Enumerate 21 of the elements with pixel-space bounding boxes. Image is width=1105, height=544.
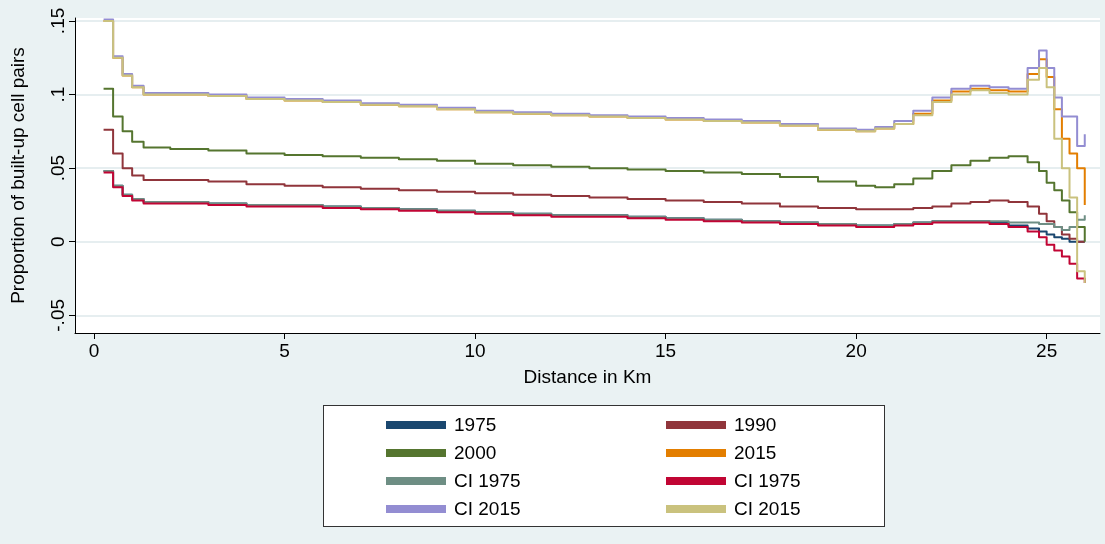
x-tick-label: 5 bbox=[279, 340, 290, 361]
y-tick-label: -.05 bbox=[47, 298, 68, 332]
legend-label: CI 2015 bbox=[454, 498, 521, 520]
y-tick-label: .05 bbox=[47, 154, 68, 182]
y-axis-title: Proportion of built-up cell pairs bbox=[7, 47, 28, 304]
legend-label: CI 1975 bbox=[454, 470, 521, 492]
x-axis-title: Distance in Km bbox=[523, 366, 652, 387]
y-tick-label: 0 bbox=[47, 236, 68, 248]
legend-label: CI 1975 bbox=[734, 470, 801, 492]
legend-label: 1975 bbox=[454, 414, 497, 436]
y-tick-label: .1 bbox=[47, 86, 68, 103]
legend-label: 2000 bbox=[454, 442, 497, 464]
legend-label: 2015 bbox=[734, 442, 777, 464]
legend-label: 1990 bbox=[734, 414, 777, 436]
x-tick-label: 20 bbox=[845, 340, 867, 361]
x-tick-label: 25 bbox=[1036, 340, 1058, 361]
x-tick-label: 10 bbox=[464, 340, 486, 361]
y-tick-label: .15 bbox=[47, 7, 68, 35]
legend-label: CI 2015 bbox=[734, 498, 801, 520]
x-tick-label: 15 bbox=[655, 340, 677, 361]
x-tick-label: 0 bbox=[88, 340, 100, 361]
